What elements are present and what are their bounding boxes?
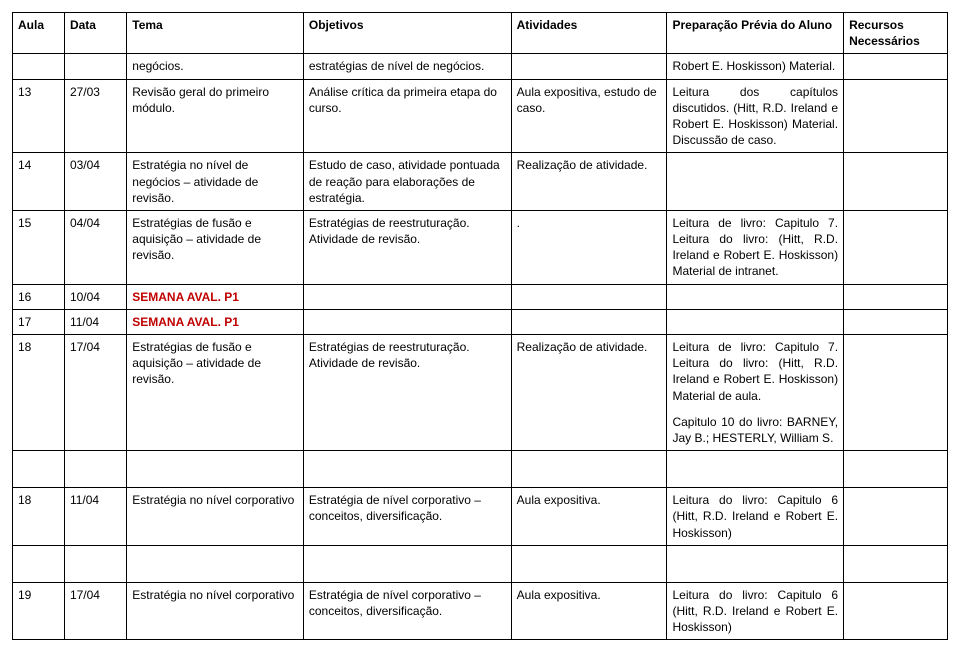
table-row: 15 04/04 Estratégias de fusão e aquisiçã… — [13, 210, 948, 284]
cell-aula: 19 — [13, 582, 65, 640]
col-recursos: Recursos Necessários — [844, 13, 948, 54]
cell-tema: Estratégias de fusão e aquisição – ativi… — [127, 210, 304, 284]
cell-aula: 16 — [13, 284, 65, 309]
cell-atividades: Realização de atividade. — [511, 153, 667, 211]
cell-tema: Estratégia no nível corporativo — [127, 488, 304, 546]
cell-data: 17/04 — [64, 582, 126, 640]
cell-prep: Leitura dos capítulos discutidos. (Hitt,… — [667, 79, 844, 153]
cell-prep: Leitura de livro: Capitulo 7. Leitura do… — [667, 210, 844, 284]
cell-aula: 17 — [13, 309, 65, 334]
cell-aula: 18 — [13, 488, 65, 546]
cell-data: 03/04 — [64, 153, 126, 211]
table-row: 14 03/04 Estratégia no nível de negócios… — [13, 153, 948, 211]
table-row: 16 10/04 SEMANA AVAL. P1 — [13, 284, 948, 309]
table-row: 19 17/04 Estratégia no nível corporativo… — [13, 582, 948, 640]
table-row: 18 17/04 Estratégias de fusão e aquisiçã… — [13, 335, 948, 451]
cell-objetivos — [303, 309, 511, 334]
cell-rec — [844, 284, 948, 309]
col-data: Data — [64, 13, 126, 54]
col-atividades: Atividades — [511, 13, 667, 54]
table-row: 17 11/04 SEMANA AVAL. P1 — [13, 309, 948, 334]
cell-rec — [844, 153, 948, 211]
col-tema: Tema — [127, 13, 304, 54]
cell-atividades — [511, 54, 667, 79]
cell-tema: SEMANA AVAL. P1 — [127, 309, 304, 334]
cell-data: 11/04 — [64, 488, 126, 546]
prep-paragraph: Capitulo 10 do livro: BARNEY, Jay B.; HE… — [672, 414, 838, 446]
cell-atividades: Aula expositiva. — [511, 582, 667, 640]
col-preparacao: Preparação Prévia do Aluno — [667, 13, 844, 54]
cell-tema: Revisão geral do primeiro módulo. — [127, 79, 304, 153]
cell-rec — [844, 309, 948, 334]
cell-aula: 14 — [13, 153, 65, 211]
cell-tema: Estratégia no nível corporativo — [127, 582, 304, 640]
cell-data: 17/04 — [64, 335, 126, 451]
cell-objetivos: Análise crítica da primeira etapa do cur… — [303, 79, 511, 153]
table-row: negócios. estratégias de nível de negóci… — [13, 54, 948, 79]
semana-aval-label: SEMANA AVAL. P1 — [132, 290, 239, 304]
cell-data: 11/04 — [64, 309, 126, 334]
cell-aula: 15 — [13, 210, 65, 284]
table-header-row: Aula Data Tema Objetivos Atividades Prep… — [13, 13, 948, 54]
cell-prep: Leitura do livro: Capitulo 6 (Hitt, R.D.… — [667, 582, 844, 640]
cell-objetivos: Estratégia de nível corporativo – concei… — [303, 582, 511, 640]
cell-atividades: Aula expositiva. — [511, 488, 667, 546]
cell-objetivos: Estratégia de nível corporativo – concei… — [303, 488, 511, 546]
table-row: 13 27/03 Revisão geral do primeiro módul… — [13, 79, 948, 153]
cell-objetivos: estratégias de nível de negócios. — [303, 54, 511, 79]
cell-tema: SEMANA AVAL. P1 — [127, 284, 304, 309]
cell-data: 27/03 — [64, 79, 126, 153]
cell-atividades — [511, 284, 667, 309]
cell-prep: Leitura de livro: Capitulo 7. Leitura do… — [667, 335, 844, 451]
cell-data — [64, 54, 126, 79]
col-aula: Aula — [13, 13, 65, 54]
cell-rec — [844, 210, 948, 284]
cell-atividades: . — [511, 210, 667, 284]
cell-atividades: Aula expositiva, estudo de caso. — [511, 79, 667, 153]
cell-prep — [667, 309, 844, 334]
cell-objetivos: Estudo de caso, atividade pontuada de re… — [303, 153, 511, 211]
cell-rec — [844, 582, 948, 640]
cell-tema: negócios. — [127, 54, 304, 79]
cell-rec — [844, 335, 948, 451]
cell-rec — [844, 488, 948, 546]
cell-tema: Estratégias de fusão e aquisição – ativi… — [127, 335, 304, 451]
cell-objetivos: Estratégias de reestruturação. Atividade… — [303, 335, 511, 451]
cell-objetivos — [303, 284, 511, 309]
cell-objetivos: Estratégias de reestruturação. Atividade… — [303, 210, 511, 284]
cell-prep: Leitura do livro: Capitulo 6 (Hitt, R.D.… — [667, 488, 844, 546]
cell-rec — [844, 54, 948, 79]
spacer-row — [13, 451, 948, 488]
cell-aula — [13, 54, 65, 79]
col-objetivos: Objetivos — [303, 13, 511, 54]
semana-aval-label: SEMANA AVAL. P1 — [132, 315, 239, 329]
spacer-row — [13, 545, 948, 582]
cell-data: 04/04 — [64, 210, 126, 284]
schedule-table: Aula Data Tema Objetivos Atividades Prep… — [12, 12, 948, 640]
cell-tema: Estratégia no nível de negócios – ativid… — [127, 153, 304, 211]
cell-aula: 13 — [13, 79, 65, 153]
prep-paragraph: Leitura de livro: Capitulo 7. Leitura do… — [672, 339, 838, 404]
cell-aula: 18 — [13, 335, 65, 451]
cell-atividades — [511, 309, 667, 334]
cell-prep: Robert E. Hoskisson) Material. — [667, 54, 844, 79]
cell-rec — [844, 79, 948, 153]
cell-prep — [667, 153, 844, 211]
table-row: 18 11/04 Estratégia no nível corporativo… — [13, 488, 948, 546]
cell-data: 10/04 — [64, 284, 126, 309]
cell-prep — [667, 284, 844, 309]
cell-atividades: Realização de atividade. — [511, 335, 667, 451]
